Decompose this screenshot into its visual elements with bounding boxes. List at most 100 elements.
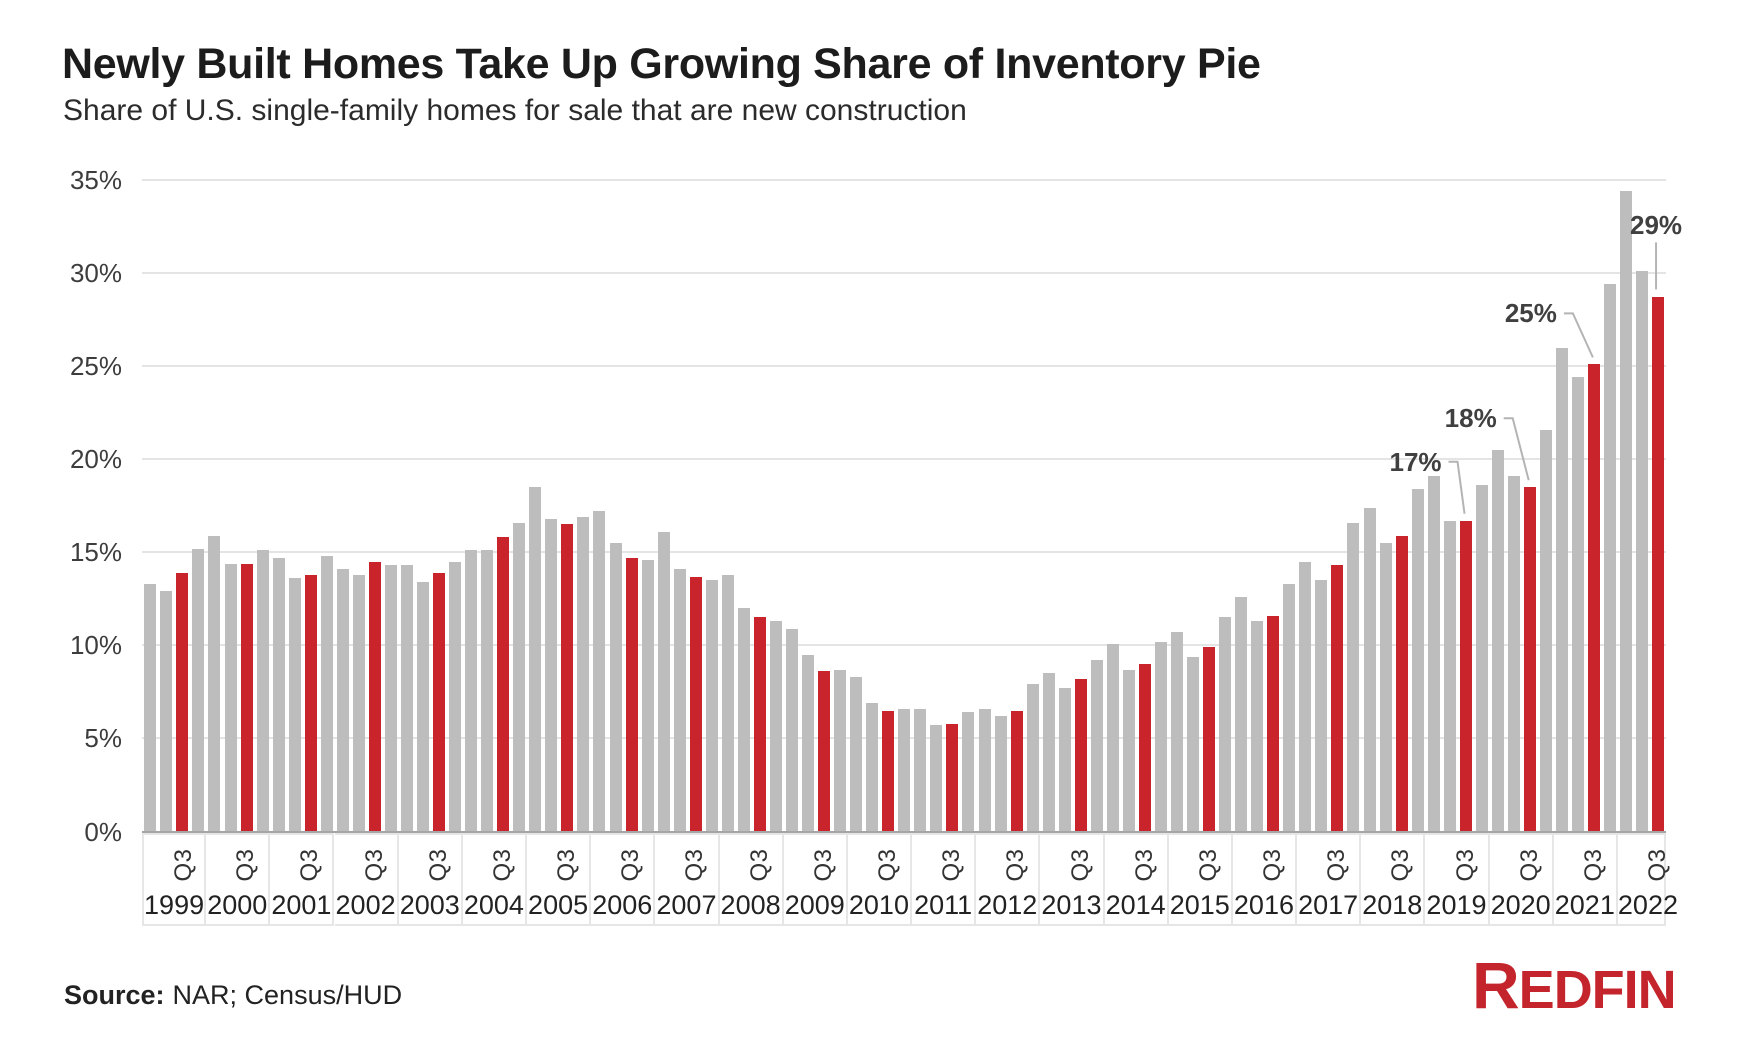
- bar-2011-Q4: [962, 712, 975, 832]
- bar-2000-Q1: [208, 535, 221, 832]
- year-label-2018: 2018: [1362, 890, 1423, 920]
- bar-2013-Q1: [1042, 673, 1055, 832]
- year-label-2002: 2002: [335, 890, 396, 920]
- bar-2015-Q2: [1187, 656, 1200, 832]
- year-label-2017: 2017: [1298, 890, 1359, 920]
- q3-tick-label-2012: Q3: [1002, 848, 1030, 882]
- x-axis-cell-2020: Q3 2020: [1489, 833, 1554, 926]
- bar-1999-Q4: [192, 548, 205, 832]
- year-label-2000: 2000: [207, 890, 268, 920]
- year-label-2015: 2015: [1169, 890, 1230, 920]
- bar-2017-Q3: [1331, 565, 1344, 832]
- bar-2015-Q1: [1171, 632, 1184, 832]
- gridline-20: [142, 458, 1666, 461]
- bar-2002-Q2: [352, 574, 365, 832]
- bar-2000-Q3: [240, 563, 253, 832]
- leader-line-2020: [1503, 417, 1530, 481]
- y-tick-30: 30%: [69, 258, 122, 289]
- x-axis-cell-2021: Q3 2021: [1553, 833, 1618, 926]
- bar-2015-Q4: [1219, 617, 1232, 832]
- logo-initial: R: [1472, 948, 1520, 1022]
- bar-2022-Q1: [1620, 191, 1633, 832]
- x-axis-cell-2016: Q3 2016: [1232, 833, 1298, 926]
- bar-2006-Q3: [625, 557, 638, 832]
- bar-2015-Q3: [1203, 647, 1216, 832]
- year-label-2019: 2019: [1426, 890, 1487, 920]
- bar-2010-Q2: [866, 703, 879, 832]
- q3-tick-label-2015: Q3: [1194, 848, 1222, 882]
- y-tick-10: 10%: [69, 630, 122, 661]
- bar-2002-Q4: [384, 565, 397, 832]
- bar-2019-Q3: [1459, 520, 1472, 832]
- bar-2019-Q1: [1427, 476, 1440, 832]
- y-tick-35: 35%: [69, 165, 122, 196]
- bar-2003-Q1: [400, 565, 413, 832]
- bar-2014-Q4: [1154, 641, 1167, 832]
- x-axis-cell-2007: Q3 2007: [655, 833, 720, 926]
- bar-2008-Q3: [753, 617, 766, 832]
- bar-2005-Q3: [561, 524, 574, 832]
- gridline-25: [142, 365, 1666, 368]
- gridline-35: [142, 179, 1666, 182]
- year-label-2013: 2013: [1041, 890, 1102, 920]
- bar-2007-Q1: [657, 531, 670, 832]
- x-axis-cell-2013: Q3 2013: [1040, 833, 1105, 926]
- q3-tick-label-1999: Q3: [170, 848, 198, 882]
- y-tick-25: 25%: [69, 351, 122, 382]
- gridline-10: [142, 644, 1666, 647]
- bar-1999-Q1: [144, 583, 157, 832]
- x-axis-cell-2009: Q3 2009: [783, 833, 848, 926]
- bar-2011-Q3: [946, 723, 959, 832]
- bar-2008-Q2: [737, 608, 750, 832]
- source-label: Source:: [64, 980, 165, 1010]
- q3-tick-label-2018: Q3: [1387, 848, 1415, 882]
- x-axis-cell-2003: Q3 2003: [398, 833, 463, 926]
- x-axis-cell-2008: Q3 2008: [719, 833, 784, 926]
- bar-2013-Q4: [1090, 660, 1103, 832]
- y-tick-5: 5%: [84, 723, 122, 754]
- bar-2013-Q2: [1058, 688, 1071, 832]
- x-axis-cell-2018: Q3 2018: [1361, 833, 1426, 926]
- bar-2022-Q3: [1652, 297, 1665, 832]
- bar-2020-Q3: [1523, 487, 1536, 832]
- bar-2001-Q2: [288, 578, 301, 832]
- bar-2003-Q4: [449, 561, 462, 832]
- year-label-2004: 2004: [463, 890, 524, 920]
- bar-1999-Q2: [160, 591, 173, 832]
- bar-2010-Q1: [850, 677, 863, 832]
- bar-2009-Q2: [802, 654, 815, 832]
- bar-2006-Q2: [609, 543, 622, 832]
- gridline-30: [142, 272, 1666, 275]
- q3-tick-label-2005: Q3: [553, 848, 581, 882]
- q3-tick-label-2016: Q3: [1259, 848, 1286, 882]
- x-axis-cell-2004: Q3 2004: [462, 833, 527, 926]
- q3-tick-label-2021: Q3: [1579, 848, 1607, 882]
- bar-2017-Q2: [1315, 580, 1328, 832]
- redfin-logo: REDFIN: [1472, 952, 1677, 1023]
- bar-2008-Q1: [721, 574, 734, 832]
- bar-2005-Q1: [529, 487, 542, 832]
- q3-tick-label-2010: Q3: [873, 848, 901, 882]
- bar-2021-Q1: [1556, 347, 1569, 832]
- leader-line-2021: [1563, 312, 1594, 358]
- x-axis-cell-2001: Q3 2001: [270, 833, 335, 926]
- bar-2018-Q3: [1395, 535, 1408, 832]
- year-label-2011: 2011: [914, 890, 973, 920]
- q3-tick-label-2019: Q3: [1451, 848, 1479, 882]
- year-label-2022: 2022: [1617, 890, 1678, 920]
- q3-tick-label-2000: Q3: [232, 848, 260, 882]
- year-label-1999: 1999: [144, 890, 205, 920]
- year-label-2016: 2016: [1233, 890, 1294, 920]
- bar-2020-Q2: [1507, 476, 1520, 832]
- bar-2020-Q1: [1491, 449, 1504, 832]
- year-label-2007: 2007: [656, 890, 717, 920]
- q3-tick-label-2009: Q3: [809, 848, 837, 882]
- bar-2021-Q3: [1588, 364, 1601, 832]
- year-label-2020: 2020: [1490, 890, 1551, 920]
- bar-2007-Q2: [673, 569, 686, 832]
- chart-title: Newly Built Homes Take Up Growing Share …: [62, 40, 1261, 88]
- year-label-2009: 2009: [784, 890, 845, 920]
- q3-tick-label-2013: Q3: [1066, 848, 1094, 882]
- bar-2017-Q1: [1299, 561, 1312, 832]
